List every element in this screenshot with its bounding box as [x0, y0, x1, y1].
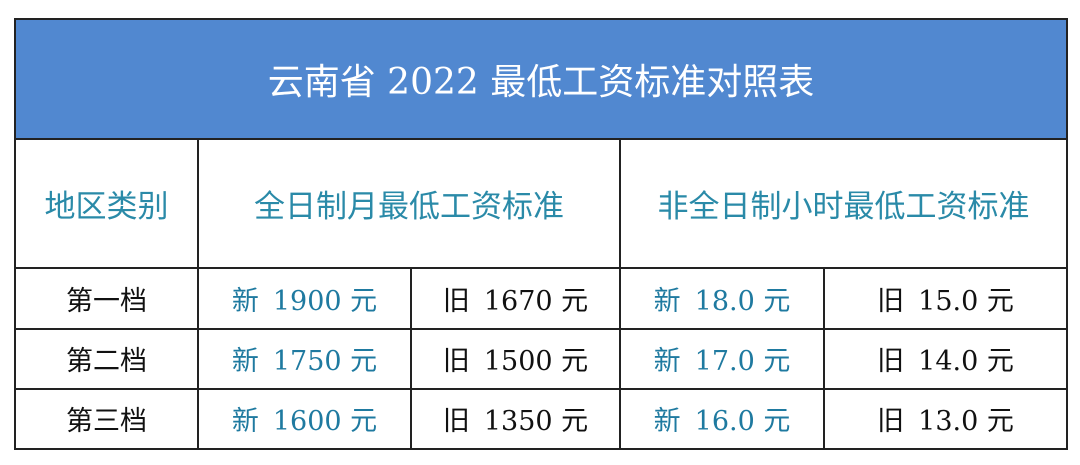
value: 14.0 元: [918, 346, 1014, 378]
table-title: 云南省 2022 最低工资标准对照表: [14, 17, 1068, 141]
hourly-new: 新 17.0 元: [619, 327, 825, 390]
value-tag: 新: [231, 346, 259, 378]
header-monthly: 全日制月最低工资标准: [197, 138, 621, 270]
monthly-old: 旧 1500 元: [410, 327, 621, 390]
hourly-new: 新 16.0 元: [619, 387, 825, 451]
value: 18.0 元: [694, 286, 791, 318]
minimum-wage-table: 云南省 2022 最低工资标准对照表 地区类别 全日制月最低工资标准 非全日制小…: [14, 17, 1068, 451]
value-tag: 旧: [442, 286, 470, 318]
value: 第三档: [66, 406, 147, 438]
value: 13.0 元: [918, 406, 1014, 438]
value-tag: 新: [653, 406, 681, 438]
hourly-old: 旧 14.0 元: [823, 327, 1068, 390]
value: 1750 元: [272, 346, 378, 378]
header-hourly: 非全日制小时最低工资标准: [619, 138, 1068, 270]
value-tag: 新: [231, 406, 259, 438]
value-tag: 旧: [442, 406, 470, 438]
value: 1600 元: [272, 406, 378, 438]
hourly-old: 旧 13.0 元: [823, 387, 1068, 451]
table-row: 第三档 新 1600 元 旧 1350 元 新 16.0 元 旧 13.0 元: [14, 387, 1068, 451]
value: 1350 元: [483, 406, 589, 438]
monthly-new: 新 1750 元: [197, 327, 412, 390]
hourly-old: 旧 15.0 元: [823, 267, 1068, 330]
monthly-old: 旧 1350 元: [410, 387, 621, 451]
value-tag: 旧: [877, 286, 905, 318]
value: 15.0 元: [918, 286, 1014, 318]
table-row: 第二档 新 1750 元 旧 1500 元 新 17.0 元 旧 14.0 元: [14, 327, 1068, 390]
value: 1900 元: [272, 286, 378, 318]
monthly-new: 新 1900 元: [197, 267, 412, 330]
value-tag: 新: [653, 346, 681, 378]
value: 第二档: [66, 346, 147, 378]
value-tag: 新: [231, 286, 259, 318]
hourly-new: 新 18.0 元: [619, 267, 825, 330]
monthly-old: 旧 1670 元: [410, 267, 621, 330]
value: 17.0 元: [694, 346, 791, 378]
value: 1500 元: [483, 346, 589, 378]
row-category: 第一档: [14, 267, 199, 330]
monthly-new: 新 1600 元: [197, 387, 412, 451]
value-tag: 旧: [877, 406, 905, 438]
value-tag: 新: [653, 286, 681, 318]
value: 1670 元: [483, 286, 589, 318]
table-row: 第一档 新 1900 元 旧 1670 元 新 18.0 元 旧 15.0 元: [14, 267, 1068, 330]
row-category: 第三档: [14, 387, 199, 451]
row-category: 第二档: [14, 327, 199, 390]
value: 16.0 元: [694, 406, 791, 438]
header-region: 地区类别: [14, 138, 199, 270]
value-tag: 旧: [442, 346, 470, 378]
value-tag: 旧: [877, 346, 905, 378]
value: 第一档: [66, 286, 147, 318]
